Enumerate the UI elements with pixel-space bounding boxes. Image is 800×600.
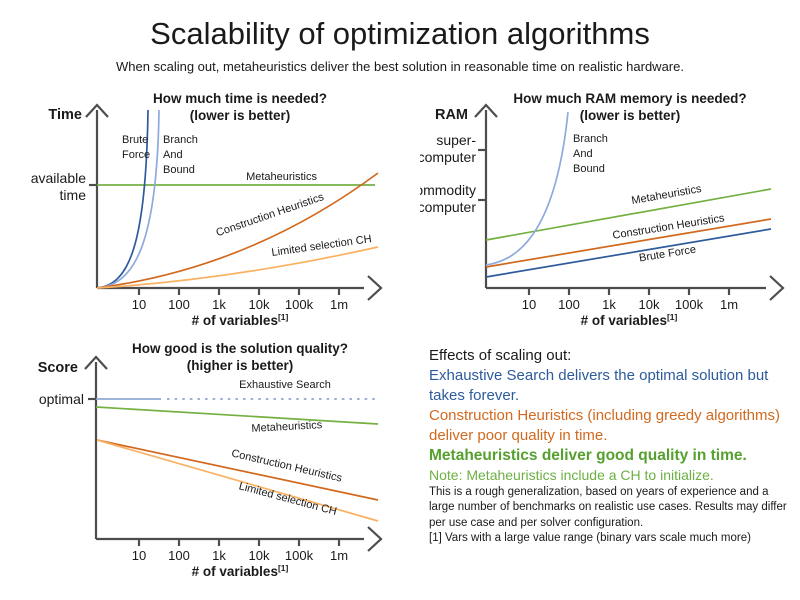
score-x-axis-footnote-marker: [1] bbox=[278, 563, 289, 573]
time-y-axis-label: Time bbox=[48, 107, 82, 123]
ram-x-axis-arrow-icon bbox=[769, 275, 785, 301]
ram-tick-label-100: 100 bbox=[558, 297, 580, 312]
effects-construction-heuristics-text: Construction Heuristics (including greed… bbox=[429, 407, 780, 444]
ram-construction-heuristics-label: Construction Heuristics bbox=[612, 212, 726, 242]
ram-metaheuristics-line bbox=[485, 188, 772, 241]
time-metaheuristics-label: Metaheuristics bbox=[246, 171, 317, 183]
time-tick-label-10k: 10k bbox=[249, 297, 270, 312]
score-construction-heuristics-label: Construction Heuristics bbox=[230, 448, 343, 485]
time-construction-heuristics-curve bbox=[96, 172, 379, 289]
ram-branch-and-bound-label-3: Bound bbox=[573, 163, 605, 175]
effects-note-text: Note: Metaheuristics include a CH to ini… bbox=[429, 467, 714, 483]
time-tick-label-10: 10 bbox=[132, 297, 146, 312]
effects-heading: Effects of scaling out: bbox=[429, 347, 572, 364]
time-tick-label-100k: 100k bbox=[285, 297, 314, 312]
ram-branch-and-bound-curve bbox=[485, 111, 569, 266]
ram-axes bbox=[474, 103, 785, 301]
ram-y-axis-arrow-icon bbox=[474, 103, 498, 118]
ram-x-axis-label-text: # of variables bbox=[581, 313, 667, 328]
ram-chart-subtitle: (lower is better) bbox=[580, 108, 681, 123]
score-y-axis-label: Score bbox=[38, 360, 78, 376]
time-brute-force-label-2: Force bbox=[122, 149, 150, 161]
time-construction-heuristics-label: Construction Heuristics bbox=[215, 191, 326, 239]
score-tick-label-1m: 1m bbox=[330, 548, 348, 563]
time-chart-subtitle: (lower is better) bbox=[190, 108, 291, 123]
score-metaheuristics-line bbox=[95, 406, 379, 425]
ram-y-tick-commodity-1: commodity bbox=[420, 182, 476, 198]
time-x-axis-label-text: # of variables bbox=[192, 313, 278, 328]
score-y-axis-arrow-icon bbox=[84, 355, 108, 370]
page-title: Scalability of optimization algorithms bbox=[150, 16, 650, 51]
score-y-tick-optimal: optimal bbox=[39, 391, 84, 407]
ram-y-tick-super-2: computer bbox=[420, 149, 476, 165]
score-x-axis-arrow-icon bbox=[367, 526, 383, 552]
score-x-axis-label-text: # of variables bbox=[192, 564, 278, 579]
time-branch-and-bound-label-1: Branch bbox=[163, 134, 198, 146]
ram-chart-title: How much RAM memory is needed? bbox=[513, 91, 746, 106]
ram-tick-label-1k: 1k bbox=[602, 297, 616, 312]
ram-y-axis-label: RAM bbox=[435, 107, 468, 123]
time-y-tick-label-2: time bbox=[60, 187, 87, 203]
score-tick-label-10k: 10k bbox=[249, 548, 270, 563]
time-tick-label-1m: 1m bbox=[330, 297, 348, 312]
time-x-axis-label: # of variables[1] bbox=[192, 312, 289, 328]
time-branch-and-bound-label-2: And bbox=[163, 149, 183, 161]
ram-y-tick-super-1: super- bbox=[436, 132, 476, 148]
score-tick-label-100: 100 bbox=[168, 548, 190, 563]
time-chart: How much time is needed? (lower is bette… bbox=[31, 91, 383, 328]
effects-exhaustive-search-text: Exhaustive Search delivers the optimal s… bbox=[429, 367, 769, 404]
score-metaheuristics-label: Metaheuristics bbox=[251, 419, 323, 435]
score-chart-subtitle: (higher is better) bbox=[187, 358, 294, 373]
ram-tick-label-100k: 100k bbox=[675, 297, 704, 312]
footnote-text: [1] Vars with a large value range (binar… bbox=[429, 531, 751, 544]
time-branch-and-bound-label-3: Bound bbox=[163, 164, 195, 176]
effects-panel: Effects of scaling out: Exhaustive Searc… bbox=[429, 346, 793, 546]
page-subtitle: When scaling out, metaheuristics deliver… bbox=[116, 59, 684, 74]
ram-y-tick-commodity-2: computer bbox=[420, 199, 476, 215]
time-x-axis-footnote-marker: [1] bbox=[278, 312, 289, 322]
score-limited-selection-ch-line bbox=[96, 439, 379, 522]
disclaimer-text: This is a rough generalization, based on… bbox=[429, 486, 787, 529]
score-tick-label-10: 10 bbox=[132, 548, 146, 563]
score-axes bbox=[84, 355, 383, 552]
time-tick-label-1k: 1k bbox=[212, 297, 226, 312]
time-limited-selection-ch-curve bbox=[96, 246, 379, 289]
ram-construction-heuristics-line bbox=[485, 218, 772, 268]
ram-x-axis-footnote-marker: [1] bbox=[667, 312, 678, 322]
time-x-axis-arrow-icon bbox=[367, 275, 383, 301]
time-y-axis-arrow-icon bbox=[85, 103, 109, 118]
score-limited-selection-ch-label: Limited selection CH bbox=[238, 480, 339, 518]
effects-metaheuristics-text: Metaheuristics deliver good quality in t… bbox=[429, 447, 747, 464]
score-tick-label-1k: 1k bbox=[212, 548, 226, 563]
ram-brute-force-line bbox=[485, 228, 772, 278]
time-branch-and-bound-curve bbox=[96, 109, 160, 289]
score-exhaustive-search-label: Exhaustive Search bbox=[239, 379, 331, 391]
ram-x-axis-label: # of variables[1] bbox=[581, 312, 678, 328]
score-construction-heuristics-line bbox=[96, 439, 379, 501]
time-limited-selection-ch-label: Limited selection CH bbox=[271, 233, 373, 259]
ram-chart: How much RAM memory is needed? (lower is… bbox=[420, 91, 785, 328]
score-chart: How good is the solution quality? (highe… bbox=[38, 341, 383, 579]
ram-tick-label-1m: 1m bbox=[720, 297, 738, 312]
ram-tick-label-10: 10 bbox=[522, 297, 536, 312]
ram-tick-label-10k: 10k bbox=[639, 297, 660, 312]
ram-branch-and-bound-label-1: Branch bbox=[573, 133, 608, 145]
score-x-axis-label: # of variables[1] bbox=[192, 563, 289, 579]
time-axes bbox=[85, 103, 383, 301]
ram-branch-and-bound-label-2: And bbox=[573, 148, 593, 160]
time-tick-label-100: 100 bbox=[168, 297, 190, 312]
score-tick-label-100k: 100k bbox=[285, 548, 314, 563]
time-brute-force-label-1: Brute bbox=[122, 134, 148, 146]
time-y-tick-label-1: available bbox=[31, 170, 86, 186]
score-chart-title: How good is the solution quality? bbox=[132, 341, 348, 356]
time-chart-title: How much time is needed? bbox=[153, 91, 327, 106]
